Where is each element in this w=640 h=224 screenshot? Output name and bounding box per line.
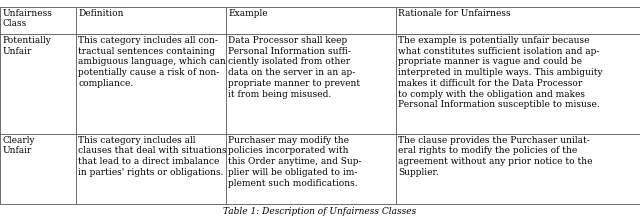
Text: Example: Example: [228, 9, 268, 17]
Text: This category includes all con-
tractual sentences containing
ambiguous language: This category includes all con- tractual…: [78, 36, 226, 88]
Text: The clause provides the Purchaser unilat-
eral rights to modify the policies of : The clause provides the Purchaser unilat…: [398, 136, 593, 177]
Text: Data Processor shall keep
Personal Information suffi-
ciently isolated from othe: Data Processor shall keep Personal Infor…: [228, 36, 360, 99]
Text: The example is potentially unfair because
what constitutes sufficient isolation : The example is potentially unfair becaus…: [398, 36, 603, 110]
Text: This category includes all
clauses that deal with situations
that lead to a dire: This category includes all clauses that …: [78, 136, 227, 177]
Text: Rationale for Unfairness: Rationale for Unfairness: [398, 9, 511, 17]
Text: Potentially
Unfair: Potentially Unfair: [3, 36, 51, 56]
Text: Definition: Definition: [78, 9, 124, 17]
Text: Clearly
Unfair: Clearly Unfair: [3, 136, 35, 155]
Text: Purchaser may modify the
policies incorporated with
this Order anytime, and Sup-: Purchaser may modify the policies incorp…: [228, 136, 362, 187]
Text: Table 1: Description of Unfairness Classes: Table 1: Description of Unfairness Class…: [223, 207, 417, 216]
Text: Unfairness
Class: Unfairness Class: [3, 9, 52, 28]
